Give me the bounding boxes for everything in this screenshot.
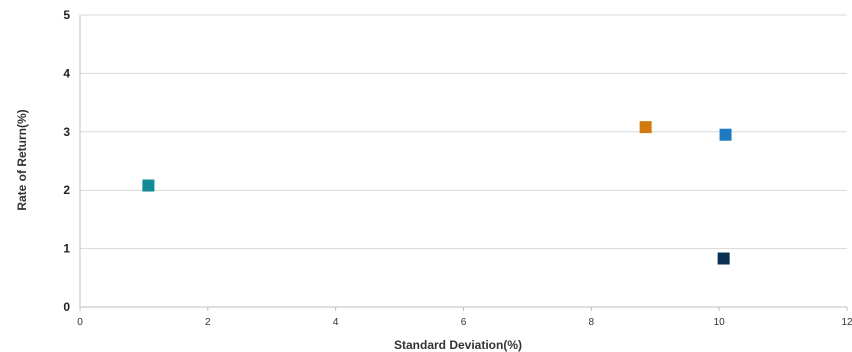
x-tick-label: 8 — [589, 317, 595, 328]
data-points — [142, 121, 732, 265]
y-tick-label: 3 — [63, 125, 70, 139]
x-tick-label: 2 — [205, 317, 211, 328]
y-tick-label: 1 — [63, 242, 70, 256]
x-tick-label: 6 — [461, 317, 467, 328]
data-point-2 — [639, 121, 652, 134]
x-tick-label: 10 — [714, 317, 726, 328]
x-tick-label: 12 — [841, 317, 852, 328]
x-tick-label: 0 — [77, 317, 83, 328]
data-point-4 — [717, 252, 730, 265]
y-tick-label: 2 — [63, 183, 70, 197]
y-tick-label: 4 — [63, 66, 70, 80]
gridlines — [80, 14, 847, 250]
x-tick-label: 4 — [333, 317, 339, 328]
data-point-1 — [142, 179, 155, 192]
axes — [79, 15, 848, 311]
y-tick-label: 5 — [63, 8, 70, 22]
x-tick-labels: 0 2 4 6 8 10 12 — [77, 317, 852, 328]
y-tick-label: 0 — [63, 300, 70, 314]
data-point-3 — [719, 128, 732, 141]
y-tick-labels: 0 1 2 3 4 5 — [63, 8, 70, 314]
x-axis-title: Standard Deviation(%) — [394, 338, 522, 352]
y-axis-title: Rate of Return(%) — [15, 109, 29, 210]
